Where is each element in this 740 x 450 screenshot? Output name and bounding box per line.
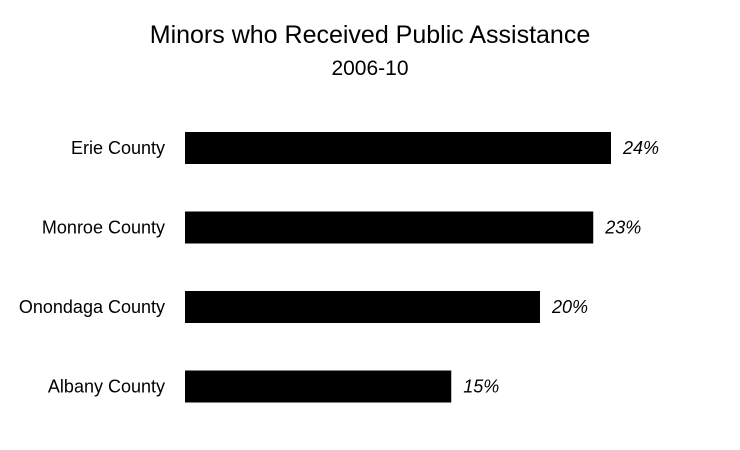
chart-title: Minors who Received Public Assistance: [149, 21, 591, 49]
bar: [185, 291, 540, 323]
category-label: Erie County: [71, 138, 165, 158]
bar: [185, 211, 594, 244]
chart-subtitle: 2006-10: [331, 57, 409, 80]
data-label: 23%: [604, 218, 641, 238]
bar: [185, 132, 611, 164]
category-label: Monroe County: [42, 218, 165, 238]
bar: [185, 370, 452, 403]
data-label: 24%: [622, 138, 659, 158]
data-label: 20%: [551, 297, 588, 317]
data-label: 15%: [463, 377, 499, 397]
category-label: Onondaga County: [19, 297, 165, 317]
category-label: Albany County: [48, 377, 165, 397]
